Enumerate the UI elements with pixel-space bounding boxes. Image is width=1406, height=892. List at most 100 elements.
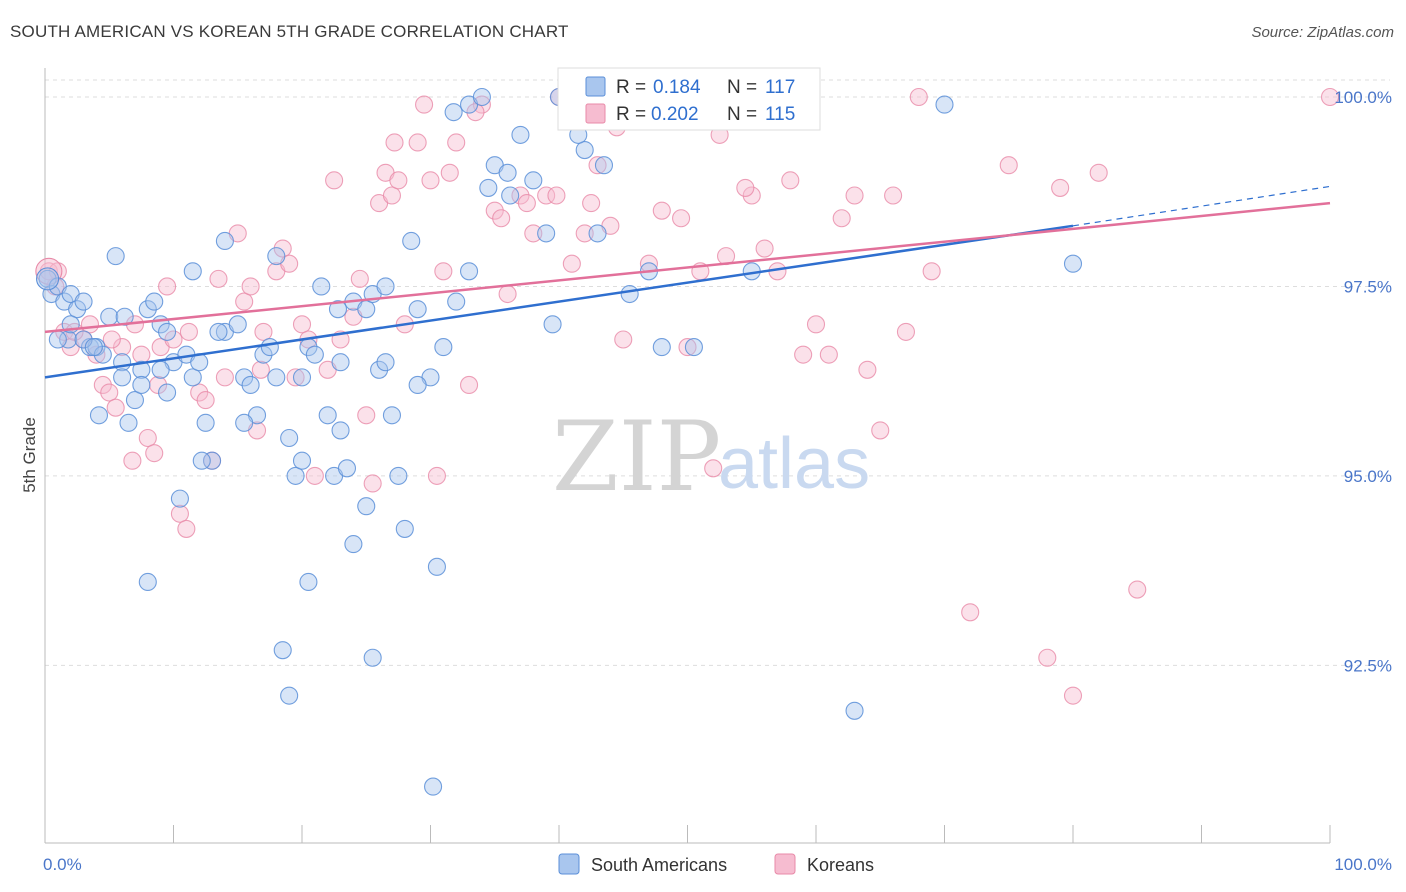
korean-point-91 (102, 330, 121, 349)
south-american-point-81 (299, 572, 318, 592)
south-american-point-31 (267, 247, 286, 266)
korean-point-105 (517, 194, 536, 213)
south-american-point-14 (125, 391, 144, 410)
south-american-point-15 (132, 360, 151, 379)
south-american-point-17 (145, 292, 164, 311)
korean-point-24 (235, 292, 254, 311)
south-american-point-109 (267, 368, 286, 387)
korean-point-102 (440, 163, 459, 182)
south-american-point-28 (235, 368, 254, 387)
korean-point-15 (158, 277, 177, 296)
south-american-point-33 (286, 466, 305, 485)
korean-point-101 (415, 95, 434, 114)
south-american-point-large (36, 267, 60, 291)
korean-point-33 (305, 466, 324, 485)
south-american-point-73 (170, 489, 189, 508)
trend-lines (44, 185, 1331, 379)
korean-point-31 (292, 315, 312, 334)
south-american-point-53 (472, 87, 491, 107)
south-american-point-51 (447, 292, 466, 311)
korean-point-7 (100, 383, 119, 402)
south-american-point-104 (84, 338, 103, 357)
korean-point-97 (286, 368, 305, 387)
south-american-point-91 (479, 178, 498, 197)
south-american-point-37 (318, 406, 337, 425)
korean-point-80 (909, 87, 928, 107)
south-american-point-110 (292, 451, 312, 470)
korean-n-label: N = (727, 104, 757, 125)
south-american-point-88 (402, 231, 421, 251)
south-stat-swatch (585, 76, 606, 97)
korean-point-86 (1128, 580, 1147, 599)
south-american-point-48 (408, 300, 427, 319)
south-american-point-89 (424, 777, 443, 796)
stats-box: R = 0.184 N = 117 R = 0.202 N = 115 (557, 67, 821, 131)
south-american-point-32 (280, 428, 299, 448)
korean-point-87 (1320, 87, 1340, 107)
korean-point-17 (170, 504, 189, 523)
legend: South Americans Koreans (558, 853, 874, 875)
korean-trend-line (44, 201, 1331, 334)
south-american-point-106 (158, 383, 177, 402)
south-american-point-40 (337, 459, 357, 478)
south-american-point-67 (89, 406, 109, 425)
south-american-point-92 (501, 186, 520, 205)
korean-r-label: R = (616, 104, 646, 125)
korean-point-75 (832, 209, 851, 228)
south-american-point-11 (100, 307, 119, 326)
korean-point-53 (511, 186, 530, 205)
korean-point-96 (251, 360, 270, 379)
korean-point-27 (254, 322, 273, 341)
south-american-point-78 (260, 338, 279, 357)
source-credit: Source: ZipAtlas.com (1251, 24, 1394, 41)
korean-point-13 (145, 444, 164, 463)
south-american-point-7 (59, 330, 78, 349)
watermark-zip: ZIP (552, 401, 721, 513)
korean-point-38 (363, 474, 382, 493)
south-american-point-93 (543, 315, 562, 334)
south-american-point-101 (935, 95, 954, 114)
korean-point-16 (164, 330, 183, 349)
korean-point-74 (819, 345, 838, 364)
korean-point-49 (459, 375, 479, 395)
korean-point-20 (196, 391, 215, 410)
south-american-point-74 (183, 262, 202, 281)
korean-point-98 (325, 171, 344, 190)
south-american-point-112 (376, 277, 395, 296)
south-american-point-72 (151, 360, 170, 379)
korean-stat-swatch (585, 103, 606, 124)
y-axis-label: 5th Grade (20, 417, 39, 493)
south-american-point-62 (588, 224, 607, 243)
south-american-point-65 (652, 338, 671, 357)
korean-point-37 (357, 406, 376, 425)
south-american-point-102 (48, 330, 67, 349)
south-american-point-6 (74, 292, 93, 311)
korean-point-48 (447, 133, 466, 152)
korean-point-44 (408, 133, 427, 152)
korean-point-41 (382, 186, 402, 205)
south-american-point-12 (113, 353, 132, 372)
south-american-point-19 (158, 322, 177, 341)
korean-point-95 (209, 269, 228, 288)
south-american-point-85 (357, 497, 376, 516)
south-american-point-71 (138, 572, 157, 592)
legend-korean-swatch (774, 853, 796, 875)
korean-point-67 (704, 459, 723, 478)
korean-point-54 (524, 224, 543, 243)
korean-n-value: 115 (765, 104, 795, 125)
korean-point-47 (434, 262, 453, 281)
south-american-point-13 (119, 413, 138, 432)
south-american-point-61 (575, 140, 594, 160)
korean-point-9 (113, 338, 132, 357)
south-american-point-69 (115, 307, 134, 326)
south-american-point-36 (305, 345, 324, 364)
south-american-point-116 (1063, 254, 1083, 273)
south-american-point-16 (138, 300, 157, 319)
korean-r-value: 0.202 (651, 104, 699, 125)
korean-point-52 (498, 284, 517, 304)
korean-point-57 (562, 254, 581, 273)
korean-point-114 (922, 262, 941, 281)
korean-point-18 (177, 519, 196, 538)
south-american-point-56 (511, 125, 530, 144)
